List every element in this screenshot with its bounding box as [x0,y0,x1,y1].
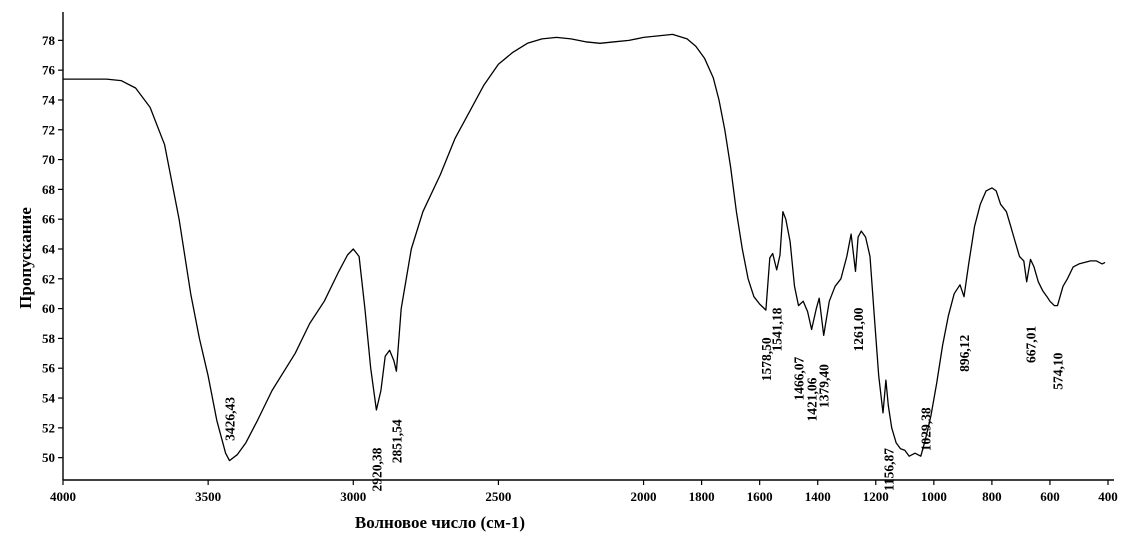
y-tick-label: 76 [42,63,56,78]
x-tick-label: 3500 [195,489,221,504]
y-tick-label: 52 [42,420,55,435]
y-tick-label: 54 [42,391,56,406]
y-tick-label: 60 [42,301,55,316]
x-tick-label: 1200 [863,489,889,504]
y-tick-label: 58 [42,331,56,346]
peak-label: 1578,50 [759,337,774,381]
y-tick-label: 62 [42,271,55,286]
y-tick-label: 66 [42,212,56,227]
peak-label: 896,12 [957,334,972,371]
peak-label: 667,01 [1024,326,1039,363]
x-tick-label: 400 [1098,489,1118,504]
x-tick-label: 600 [1040,489,1060,504]
peak-label: 2851,54 [389,419,404,463]
x-tick-label: 3000 [340,489,366,504]
x-tick-label: 1400 [805,489,831,504]
peak-label: 3426,43 [223,397,238,441]
x-axis-label: Волновое число (см-1) [355,513,525,532]
peak-label: 2920,38 [369,447,384,491]
peak-label: 1421,06 [805,377,820,421]
y-tick-label: 68 [42,182,56,197]
peak-label: 1261,00 [851,307,866,351]
plot-area [63,33,1106,462]
x-tick-label: 4000 [50,489,76,504]
peak-label: 1379,40 [817,364,832,408]
x-tick-label: 2000 [631,489,657,504]
x-tick-label: 2500 [485,489,511,504]
y-tick-label: 70 [42,152,55,167]
y-tick-label: 74 [42,92,56,107]
peak-label: 1541,18 [770,307,785,351]
peak-label: 1156,87 [881,448,896,491]
y-tick-label: 78 [42,33,56,48]
x-tick-label: 1000 [921,489,947,504]
x-tick-label: 800 [982,489,1002,504]
y-tick-label: 72 [42,122,55,137]
peak-label: 1029,38 [918,407,933,451]
y-axis-label: Пропускание [16,207,35,309]
y-tick-label: 50 [42,450,55,465]
spectrum-line [63,33,1106,462]
axes: 50 52 54 56 58 60 62 64 66 68 70 72 74 76 78 4000 3500 30… [42,12,1118,504]
x-tick-label: 1600 [747,489,773,504]
peak-label: 574,10 [1051,352,1066,389]
y-tick-label: 56 [42,361,56,376]
x-tick-label: 1800 [689,489,715,504]
peak-label: 1466,07 [792,357,807,401]
y-tick-label: 64 [42,242,56,257]
